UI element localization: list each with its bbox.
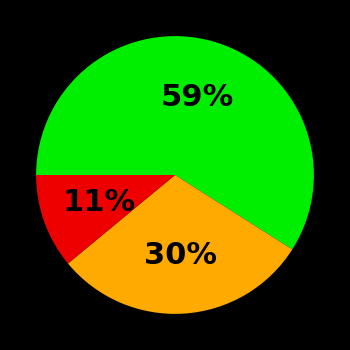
Text: 59%: 59% xyxy=(161,83,234,112)
Text: 30%: 30% xyxy=(144,241,217,270)
Wedge shape xyxy=(68,175,292,314)
Wedge shape xyxy=(36,36,314,250)
Text: 11%: 11% xyxy=(63,188,136,217)
Wedge shape xyxy=(36,175,175,264)
